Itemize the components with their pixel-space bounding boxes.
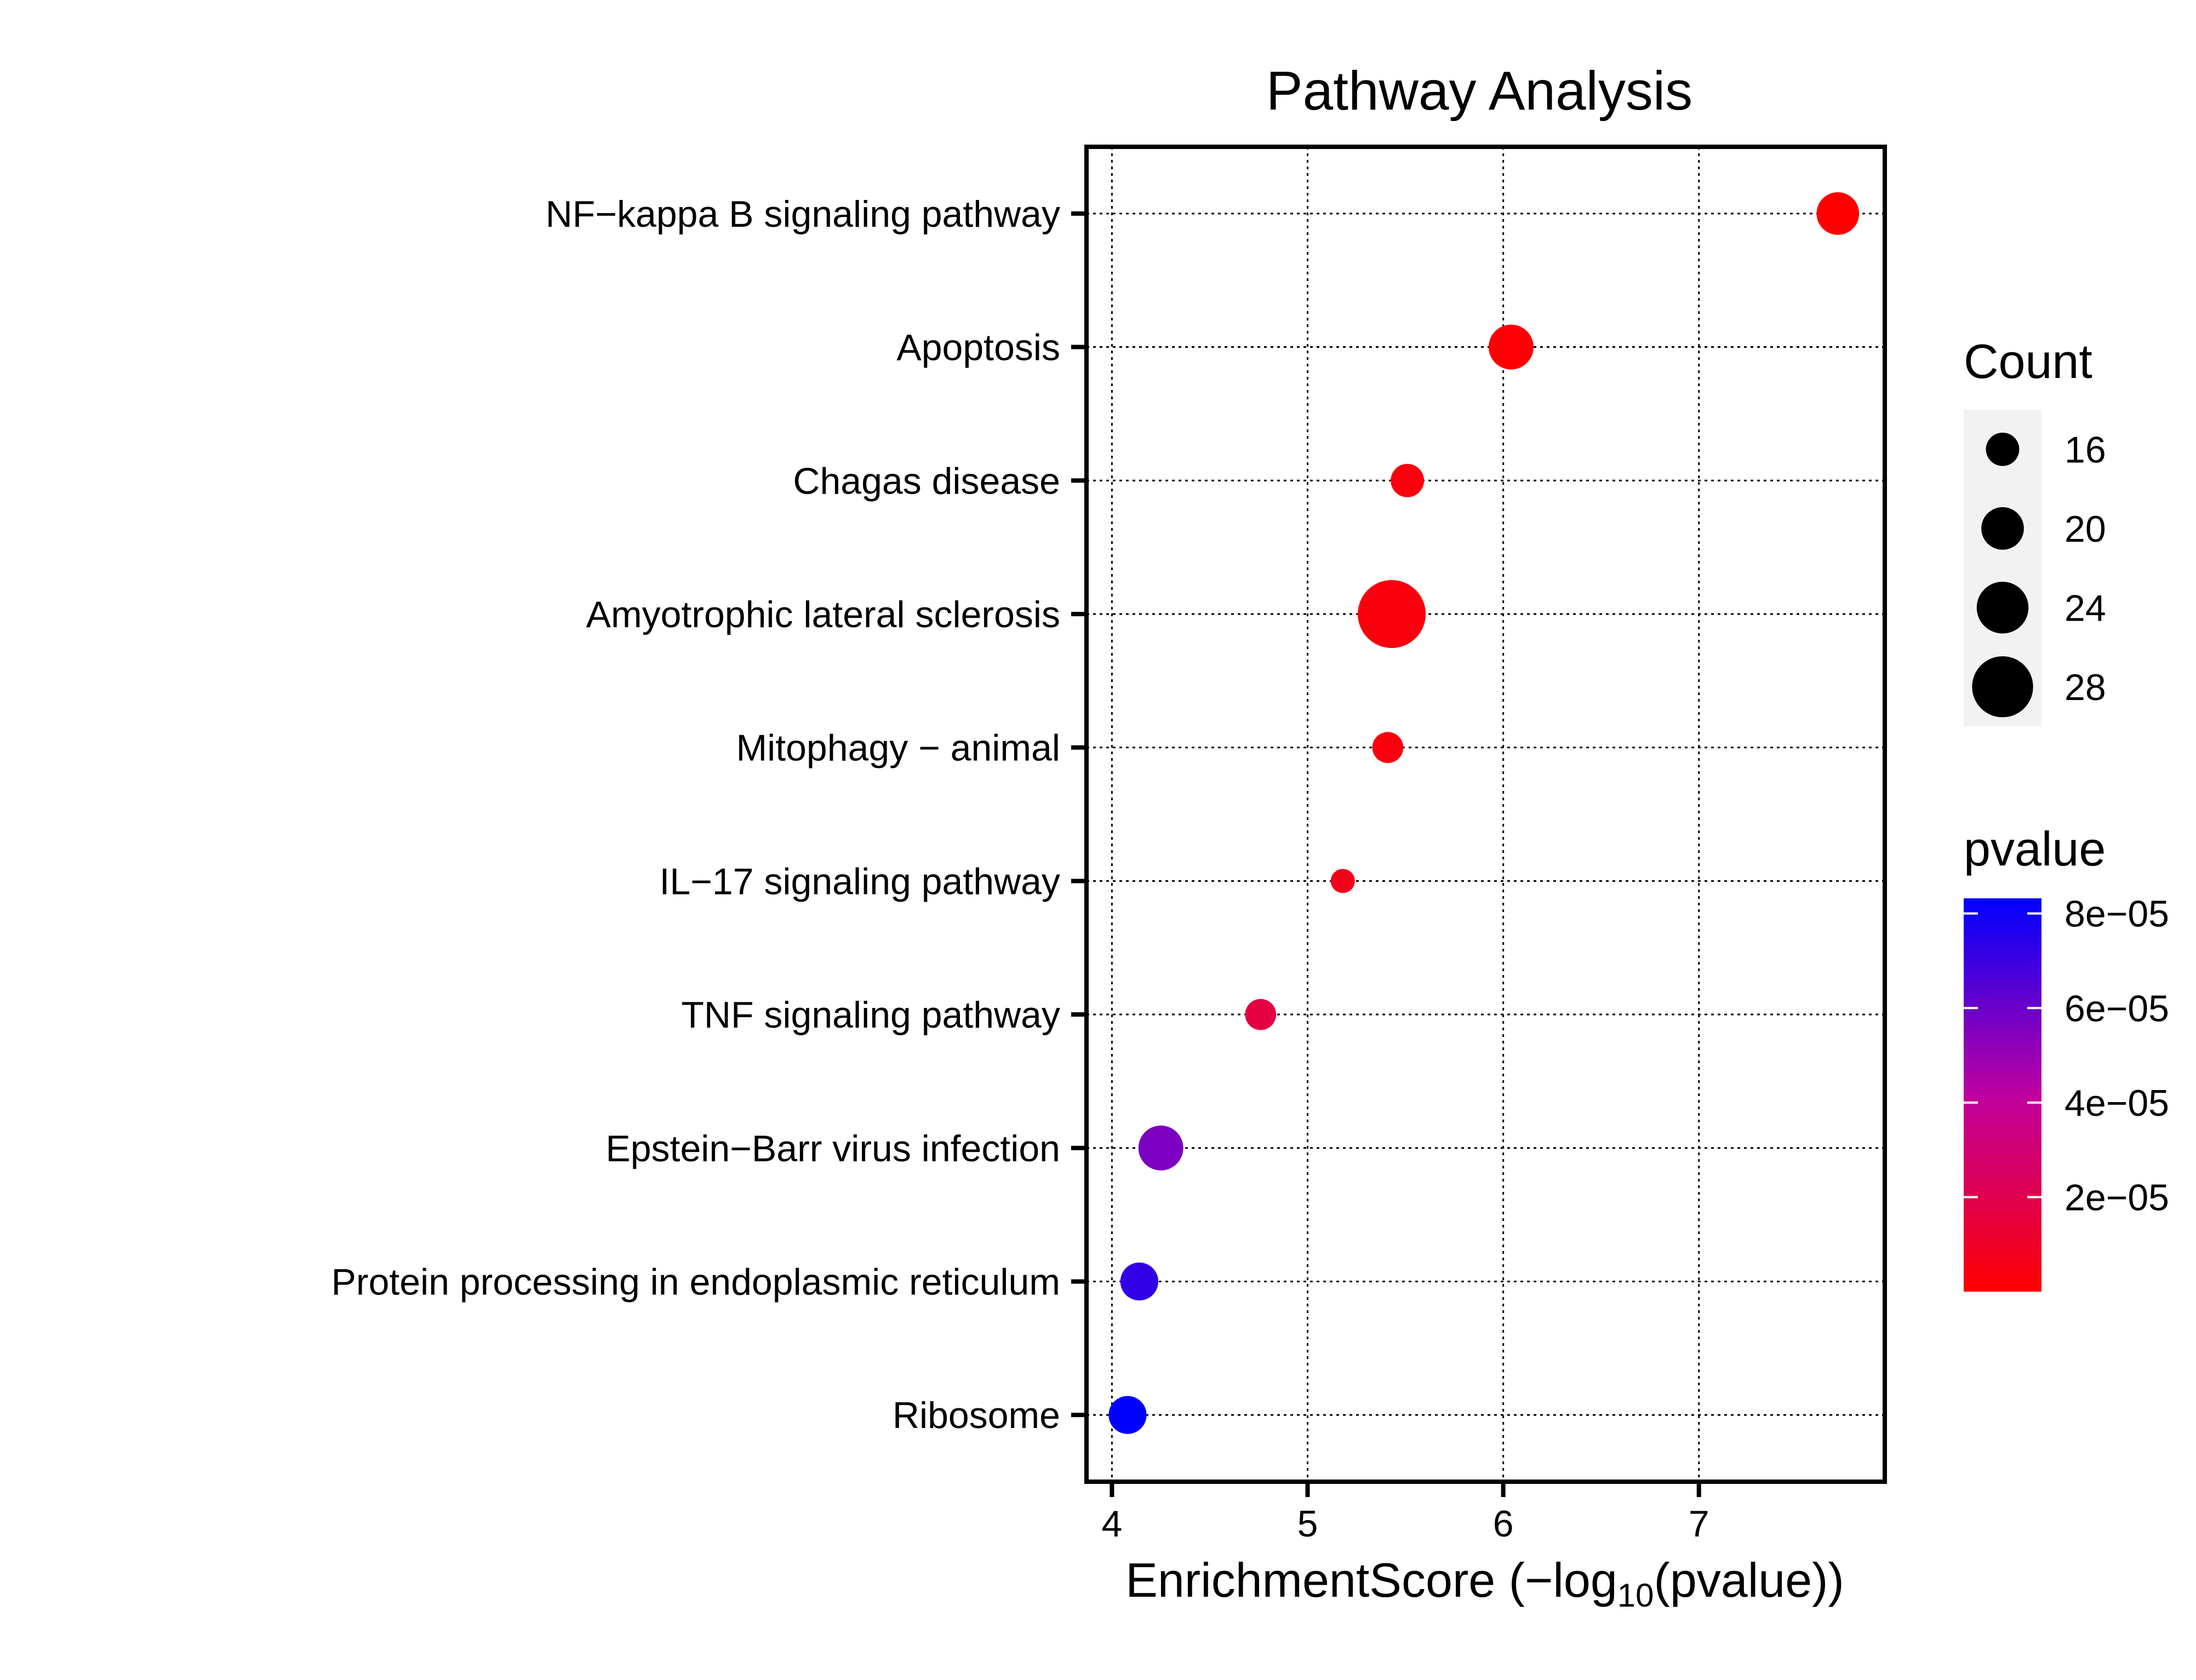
grid-lines: [1086, 147, 1885, 1482]
data-point: NF−kappa B signaling pathway: [1816, 192, 1860, 235]
count-legend-label: 24: [2065, 587, 2106, 629]
data-point: Mitophagy − animal: [1372, 732, 1404, 763]
x-axis-label: EnrichmentScore (−log10(pvalue)): [1125, 1553, 1844, 1614]
data-point: Epstein−Barr virus infection: [1138, 1125, 1183, 1171]
y-tick-label: Protein processing in endoplasmic reticu…: [331, 1261, 1060, 1303]
pvalue-tick-label: 6e−05: [2065, 988, 2169, 1029]
count-legend: Count 16 20 24 28: [1964, 334, 2106, 726]
pvalue-tick-label: 8e−05: [2065, 893, 2169, 935]
data-points: NF−kappa B signaling pathway Apoptosis Cha…: [1108, 192, 1860, 1434]
y-tick-label: Mitophagy − animal: [736, 727, 1060, 769]
x-tick-label: 5: [1297, 1503, 1318, 1545]
data-point: Protein processing in endoplasmic reticu…: [1120, 1262, 1159, 1301]
count-legend-label: 28: [2065, 667, 2106, 708]
data-point: Chagas disease: [1391, 463, 1425, 497]
pvalue-colorbar-ticks: 8e−05 6e−05 4e−05 2e−05: [1964, 893, 2169, 1219]
y-tick-label: Apoptosis: [896, 327, 1060, 369]
count-legend-title: Count: [1964, 334, 2092, 388]
y-axis: NF−kappa B signaling pathway Apoptosis Cha…: [331, 193, 1086, 1436]
data-point: TNF signaling pathway: [1245, 999, 1277, 1030]
x-tick-label: 4: [1102, 1503, 1123, 1545]
data-point: IL−17 signaling pathway: [1330, 869, 1355, 893]
pvalue-colorbar: [1964, 898, 2041, 1292]
count-legend-dot: [1972, 656, 2033, 718]
x-axis-label-main: EnrichmentScore (−log: [1125, 1553, 1617, 1607]
y-tick-label: Ribosome: [893, 1395, 1060, 1436]
count-legend-keys: 16 20 24 28: [1972, 429, 2106, 718]
count-legend-label: 20: [2065, 508, 2106, 550]
x-tick-label: 6: [1493, 1503, 1514, 1545]
pvalue-tick-label: 2e−05: [2065, 1177, 2169, 1219]
chart-title: Pathway Analysis: [1266, 60, 1692, 122]
data-point: Ribosome: [1108, 1396, 1147, 1434]
data-point: Apoptosis: [1488, 324, 1534, 370]
y-tick-label: IL−17 signaling pathway: [659, 861, 1060, 902]
count-legend-dot: [1986, 432, 2020, 466]
y-tick-label: NF−kappa B signaling pathway: [546, 193, 1060, 235]
count-legend-dot: [1976, 581, 2029, 634]
x-axis-label-subscript: 10: [1617, 1577, 1654, 1614]
x-axis: 4 5 6 7: [1102, 1482, 1709, 1545]
y-tick-label: Epstein−Barr virus infection: [605, 1128, 1060, 1169]
y-tick-label: TNF signaling pathway: [681, 994, 1060, 1036]
count-legend-label: 16: [2065, 429, 2106, 471]
plot-panel-border: [1084, 145, 1887, 1484]
x-axis-label-tail: (pvalue)): [1654, 1553, 1844, 1607]
pvalue-legend-title: pvalue: [1964, 822, 2106, 876]
x-tick-label: 7: [1689, 1503, 1709, 1545]
pvalue-legend: pvalue 8e−05 6e−05 4e−05 2e−05: [1964, 822, 2169, 1292]
data-point: Amyotrophic lateral sclerosis: [1358, 580, 1426, 648]
y-tick-label: Chagas disease: [793, 460, 1060, 502]
count-legend-dot: [1981, 507, 2024, 550]
y-tick-label: Amyotrophic lateral sclerosis: [586, 594, 1060, 635]
pvalue-tick-label: 4e−05: [2065, 1082, 2169, 1124]
